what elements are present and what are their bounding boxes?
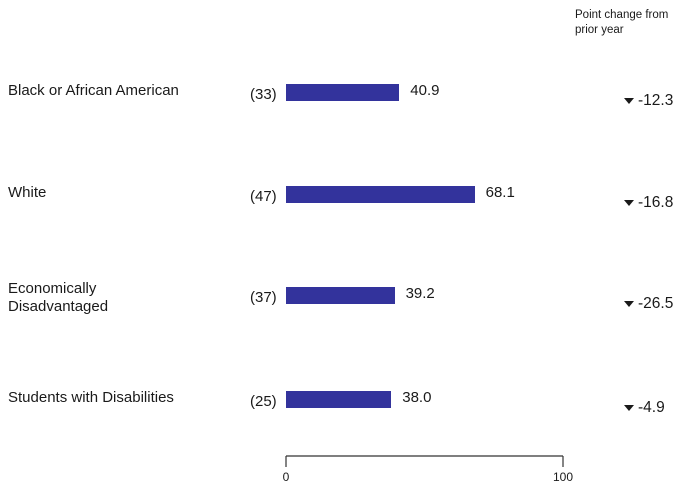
point-change: -26.5 — [624, 295, 673, 313]
bar — [286, 391, 392, 408]
bar — [286, 186, 475, 203]
group-count: (33) — [250, 86, 277, 103]
down-triangle-icon — [624, 200, 634, 206]
point-change-header: Point change from prior year — [575, 9, 669, 36]
point-change-value: -16.8 — [638, 194, 674, 211]
bar-value-label: 40.9 — [410, 82, 440, 99]
point-change-value: -12.3 — [638, 92, 674, 109]
group-count: (37) — [250, 289, 277, 306]
point-change: -4.9 — [624, 399, 665, 417]
down-triangle-icon — [624, 405, 634, 411]
bar-value-label: 68.1 — [485, 184, 515, 201]
point-change-value: -26.5 — [638, 295, 674, 312]
bar-value-label: 39.2 — [405, 285, 435, 302]
down-triangle-icon — [624, 98, 634, 104]
bar-value-label: 38.0 — [402, 389, 432, 406]
x-tick-label-0: 0 — [282, 470, 290, 484]
down-triangle-icon — [624, 301, 634, 307]
point-change-value: -4.9 — [638, 399, 665, 416]
group-count: (47) — [250, 188, 277, 205]
category-label: White — [8, 184, 47, 201]
category-label: Economically Disadvantaged — [8, 280, 109, 315]
bar — [286, 84, 400, 101]
group-count: (25) — [250, 393, 277, 410]
point-change: -12.3 — [624, 92, 673, 110]
category-label: Black or African American — [8, 82, 179, 99]
x-tick-label-100: 100 — [552, 470, 574, 484]
point-change: -16.8 — [624, 194, 673, 212]
category-label: Students with Disabilities — [8, 389, 174, 406]
bar — [286, 287, 395, 304]
